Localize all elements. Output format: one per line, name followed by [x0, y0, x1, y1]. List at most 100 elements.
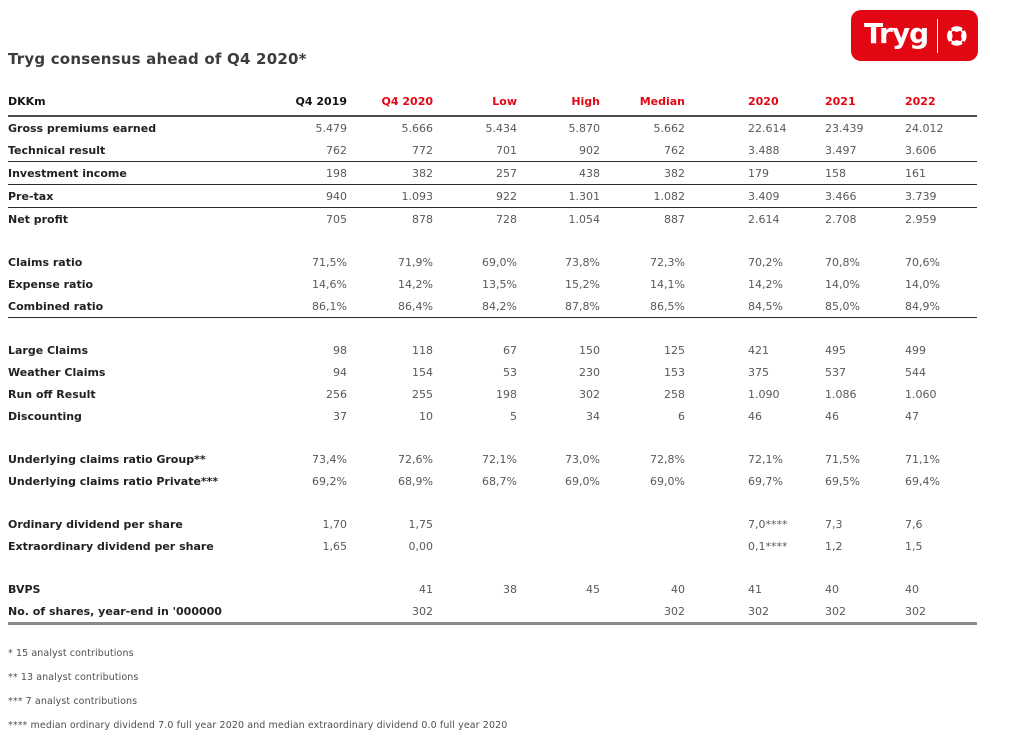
row-label: Pre-tax — [8, 184, 245, 208]
table-cell: 53 — [503, 365, 517, 379]
table-cell — [517, 599, 600, 625]
row-label: Claims ratio — [8, 256, 83, 269]
table-cell: 69,0% — [650, 474, 685, 488]
table-cell: 499 — [905, 343, 926, 357]
row-label: Large Claims — [8, 343, 89, 357]
table-cell — [600, 535, 685, 557]
table-cell: 72,1% — [748, 452, 783, 466]
table-cell: 7,3 — [825, 517, 843, 531]
footnotes: * 15 analyst contributions ** 13 analyst… — [8, 648, 507, 737]
table-cell: 0,1**** — [748, 539, 788, 553]
table-cell: 40 — [905, 582, 919, 596]
table-cell: 382 — [600, 161, 685, 185]
table-cell: 41 — [748, 582, 762, 596]
table-cell: 887 — [664, 213, 685, 226]
table-cell: 1.301 — [517, 184, 600, 208]
table-cell: 71,5% — [312, 256, 347, 269]
table-cell: 68,9% — [398, 474, 433, 488]
table-cell: 438 — [517, 161, 600, 185]
table-cell: 7,0**** — [748, 517, 788, 531]
table-row: BVPS 41 38 45 40 41 40 40 — [8, 578, 977, 600]
column-header-q4-2020: Q4 2020 — [347, 93, 433, 117]
footnote: *** 7 analyst contributions — [8, 696, 138, 707]
row-label: Investment income — [8, 161, 245, 185]
table-cell: 118 — [412, 343, 433, 357]
row-label: Expense ratio — [8, 278, 94, 291]
table-row: Discounting 37 10 5 34 6 46 46 47 — [8, 405, 977, 427]
section-spacer — [8, 427, 977, 448]
table-cell: 198 — [245, 161, 347, 185]
table-cell: 198 — [496, 387, 517, 401]
table-cell: 84,2% — [433, 295, 517, 318]
table-row: Weather Claims 94 154 53 230 153 375 537 544 — [8, 361, 977, 383]
row-label: Run off Result — [8, 387, 96, 401]
table-cell: 84,9% — [905, 295, 977, 318]
table-cell: 125 — [664, 343, 685, 357]
table-cell: 762 — [245, 139, 347, 162]
column-header-low: Low — [433, 93, 517, 117]
table-cell: 69,2% — [312, 474, 347, 488]
table-cell: 14,2% — [748, 278, 783, 291]
table-cell: 2.959 — [905, 213, 937, 226]
table-cell — [433, 535, 517, 557]
table-cell: 421 — [748, 343, 769, 357]
table-cell: 544 — [905, 365, 926, 379]
table-cell: 69,5% — [825, 474, 860, 488]
table-cell: 302 — [579, 387, 600, 401]
table-cell: 94 — [333, 365, 347, 379]
header-row: DKKm Q4 2019 Q4 2020 Low High Median 202… — [8, 93, 977, 117]
table-cell: 71,1% — [905, 452, 940, 466]
table-cell: 14,6% — [312, 278, 347, 291]
table-cell: 86,4% — [347, 295, 433, 318]
table-cell: 1.082 — [600, 184, 685, 208]
table-cell: 1.090 — [748, 387, 780, 401]
table-cell: 69,0% — [482, 256, 517, 269]
logo-divider — [937, 18, 939, 53]
table-cell: 922 — [433, 184, 517, 208]
table-cell: 72,3% — [650, 256, 685, 269]
table-row: Technical result 762 772 701 902 762 3.488 3.49… — [8, 139, 977, 162]
row-label: Underlying claims ratio Private*** — [8, 474, 219, 488]
table-cell: 382 — [347, 161, 433, 185]
table-cell: 37 — [333, 409, 347, 423]
table-cell: 257 — [433, 161, 517, 185]
table-cell — [517, 513, 600, 535]
table-cell: 73,8% — [565, 256, 600, 269]
table-cell: 302 — [825, 599, 905, 625]
consensus-table: DKKm Q4 2019 Q4 2020 Low High Median 202… — [8, 93, 977, 625]
table-cell: 878 — [412, 213, 433, 226]
table-cell: 22.614 — [748, 122, 787, 135]
table-cell: 1,5 — [905, 539, 923, 553]
section-spacer — [8, 318, 977, 339]
table-cell: 5 — [510, 409, 517, 423]
table-cell: 46 — [825, 409, 839, 423]
table-cell: 153 — [664, 365, 685, 379]
table-cell: 0,00 — [408, 539, 434, 553]
table-row: Underlying claims ratio Private*** 69,2% 6… — [8, 470, 977, 492]
row-label: Gross premiums earned — [8, 122, 157, 135]
table-cell: 772 — [347, 139, 433, 162]
table-cell: 6 — [678, 409, 685, 423]
table-cell: 5.666 — [401, 122, 434, 135]
table-row: Pre-tax 940 1.093 922 1.301 1.082 3.409 3.466 3.… — [8, 184, 977, 208]
table-row: Ordinary dividend per share 1,70 1,75 7,0**… — [8, 513, 977, 535]
row-label: BVPS — [8, 582, 41, 596]
table-cell: 15,2% — [565, 278, 600, 291]
table-cell: 701 — [433, 139, 517, 162]
table-cell: 5.662 — [653, 122, 686, 135]
table-cell: 23.439 — [825, 122, 864, 135]
lifebuoy-icon — [947, 25, 967, 46]
table-cell: 5.479 — [315, 122, 348, 135]
table-cell: 495 — [825, 343, 846, 357]
table-cell: 302 — [600, 599, 685, 625]
row-label: Combined ratio — [8, 295, 245, 318]
table-cell: 5.434 — [485, 122, 518, 135]
table-cell: 902 — [517, 139, 600, 162]
table-cell: 86,5% — [600, 295, 685, 318]
table-cell: 3.466 — [825, 184, 905, 208]
column-header-2022: 2022 — [905, 93, 977, 117]
table-row: Claims ratio 71,5% 71,9% 69,0% 73,8% 72,3% 70,… — [8, 251, 977, 273]
table-cell: 24.012 — [905, 122, 944, 135]
table-cell: 71,9% — [398, 256, 433, 269]
